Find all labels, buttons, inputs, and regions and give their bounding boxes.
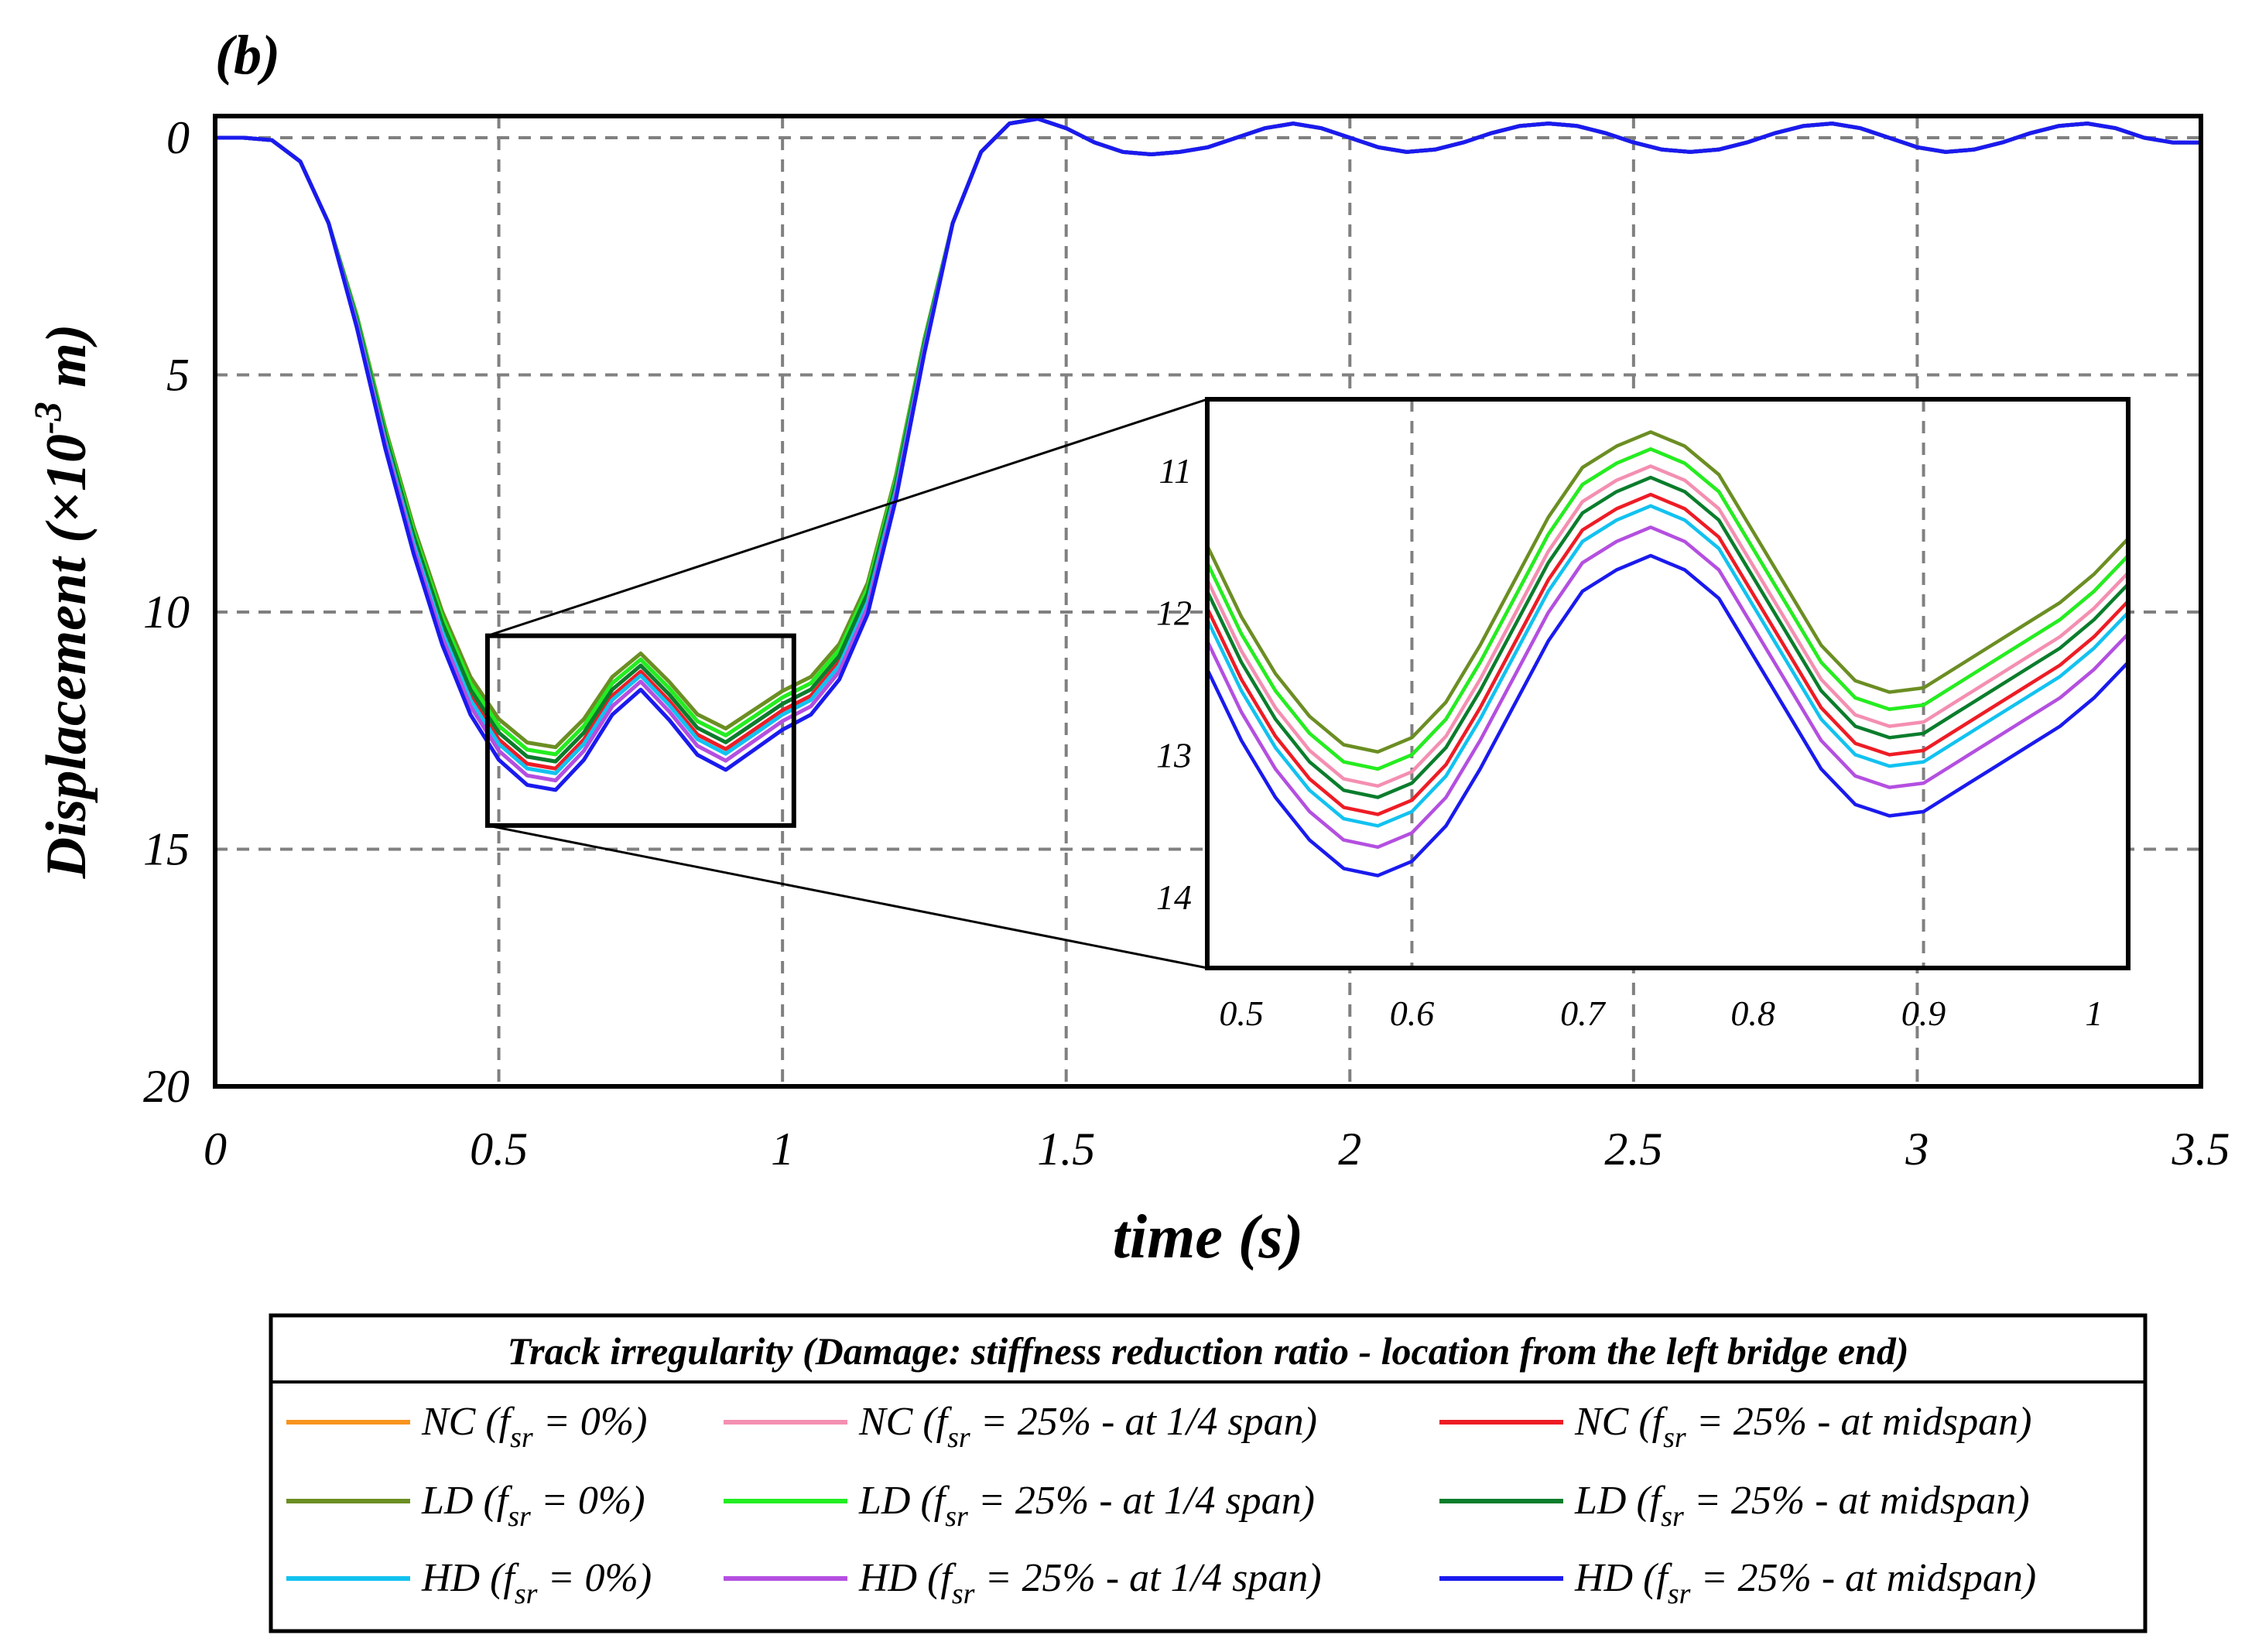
x-axis-label: time (s) (1113, 1203, 1304, 1271)
zoom-box (484, 633, 796, 828)
zoom-connector-top (487, 398, 1208, 638)
legend-items: NC (fsr = 0%) NC (fsr = 25% - at 1/4 span… (286, 1400, 2036, 1610)
inset-grid (1410, 399, 1925, 968)
legend-box (269, 1313, 2148, 1633)
legend-label-9: HD (fsr = 25% - at midspan) (1574, 1556, 2036, 1610)
inset-series-line-6 (1205, 475, 2131, 799)
inset-x-tick-label: 0.7 (1560, 994, 1607, 1033)
inset-series-line-5 (1205, 447, 2131, 771)
inset-y-tick-label: 13 (1156, 735, 1192, 775)
x-tick-label: 0 (204, 1124, 227, 1175)
inset-y-tick-label: 14 (1156, 877, 1192, 917)
x-tick-label: 1.5 (1037, 1124, 1095, 1175)
y-axis-label: Displacement (×10-3 m) (26, 324, 98, 880)
series-line-9 (213, 117, 2203, 792)
y-axis-label-unit: m) (35, 324, 98, 402)
inset-series-line-3 (1205, 492, 2131, 816)
inset-series-line-8 (1205, 525, 2131, 850)
y-axis-label-main: Displacement (×10 (35, 434, 98, 879)
x-tick-label: 2 (1338, 1124, 1361, 1175)
inset-x-tick-label: 0.8 (1730, 994, 1775, 1033)
main-tick-labels: 0 0.5 1 1.5 2 2.5 3 3.5 0 5 10 15 20 (143, 112, 2230, 1175)
legend-label-8: HD (fsr = 25% - at 1/4 span) (858, 1556, 1322, 1610)
legend: Track irregularity (Damage: stiffness re… (269, 1313, 2148, 1633)
inset-series-line-9 (1205, 553, 2131, 877)
inset-x-tick-label: 0.6 (1390, 994, 1435, 1033)
inset-x-tick-label: 1 (2085, 994, 2103, 1033)
inset-x-tick-label: 0.5 (1219, 994, 1264, 1033)
main-series-group (213, 117, 2203, 792)
legend-label-7: HD (fsr = 0%) (421, 1556, 652, 1610)
x-tick-label: 2.5 (1604, 1124, 1662, 1175)
legend-label-4: LD (fsr = 0%) (421, 1479, 645, 1533)
inset-series-group (1205, 430, 2131, 877)
y-tick-label: 10 (143, 587, 190, 638)
y-axis-label-exponent: -3 (26, 402, 69, 434)
legend-label-3: NC (fsr = 25% - at midspan) (1574, 1400, 2031, 1454)
main-plot-frame (213, 114, 2203, 1089)
y-tick-label: 15 (143, 824, 190, 875)
legend-label-2: NC (fsr = 25% - at 1/4 span) (858, 1400, 1317, 1454)
inset-series-line-4 (1205, 430, 2131, 754)
x-tick-label: 0.5 (470, 1124, 528, 1175)
legend-label-1: NC (fsr = 0%) (421, 1400, 647, 1454)
inset-y-tick-label: 12 (1156, 593, 1192, 633)
x-tick-label: 1 (771, 1124, 794, 1175)
zoom-connector-bottom (487, 824, 1208, 970)
inset-x-tick-label: 0.9 (1901, 994, 1946, 1033)
y-tick-label: 0 (166, 112, 190, 163)
legend-label-6: LD (fsr = 25% - at midspan) (1574, 1479, 2030, 1533)
y-tick-label: 5 (166, 350, 190, 401)
y-tick-label: 20 (143, 1061, 190, 1112)
x-tick-label: 3.5 (2172, 1124, 2230, 1175)
inset-y-tick-label: 11 (1159, 451, 1192, 491)
legend-title: Track irregularity (Damage: stiffness re… (507, 1329, 1908, 1373)
inset-series-line-2 (1205, 464, 2131, 788)
legend-label-5: LD (fsr = 25% - at 1/4 span) (858, 1479, 1315, 1533)
panel-label: (b) (215, 24, 280, 86)
x-tick-label: 3 (1905, 1124, 1929, 1175)
inset-series-line-7 (1205, 504, 2131, 828)
inset-frame (1205, 397, 2131, 970)
